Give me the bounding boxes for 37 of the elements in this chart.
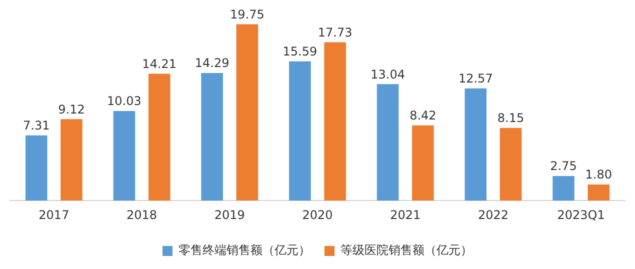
- data-label: 14.29: [194, 56, 230, 70]
- x-tick-label: 2017: [38, 208, 70, 222]
- legend-label: 零售终端销售额（亿元）: [178, 243, 310, 258]
- data-label: 1.80: [585, 168, 612, 182]
- data-label: 8.42: [410, 108, 436, 123]
- bar: [464, 88, 487, 201]
- bar: [324, 42, 346, 201]
- x-tick-label: 2018: [126, 208, 158, 222]
- bar: [236, 24, 258, 201]
- bar: [376, 84, 399, 201]
- data-label: 14.21: [142, 56, 177, 71]
- bar: [588, 184, 610, 201]
- data-label: 7.31: [23, 118, 50, 132]
- x-tick-label: 2022: [478, 208, 508, 222]
- data-label: 19.75: [230, 7, 264, 22]
- bar: [201, 72, 223, 201]
- data-label: 9.12: [58, 102, 85, 116]
- bar: [148, 74, 170, 201]
- legend-label: 等级医院销售额（亿元）: [340, 243, 472, 258]
- bar: [412, 125, 434, 201]
- data-label: 13.04: [370, 67, 405, 82]
- data-label: 12.57: [458, 71, 493, 86]
- data-label: 2.75: [550, 159, 577, 174]
- data-label: 15.59: [282, 44, 318, 59]
- x-tick-label: 2019: [214, 208, 245, 222]
- data-label: 8.15: [497, 110, 524, 125]
- bar: [60, 119, 82, 201]
- bar: [500, 128, 522, 201]
- data-label: 17.73: [318, 25, 352, 40]
- x-tick-label: 2023Q1: [557, 208, 605, 222]
- x-tick-label: 2020: [302, 208, 333, 222]
- bar: [552, 176, 574, 201]
- bar: [289, 61, 311, 201]
- data-label: 10.03: [107, 94, 142, 108]
- bar: [25, 135, 48, 201]
- bar: [113, 111, 136, 201]
- x-tick-label: 2021: [390, 208, 421, 222]
